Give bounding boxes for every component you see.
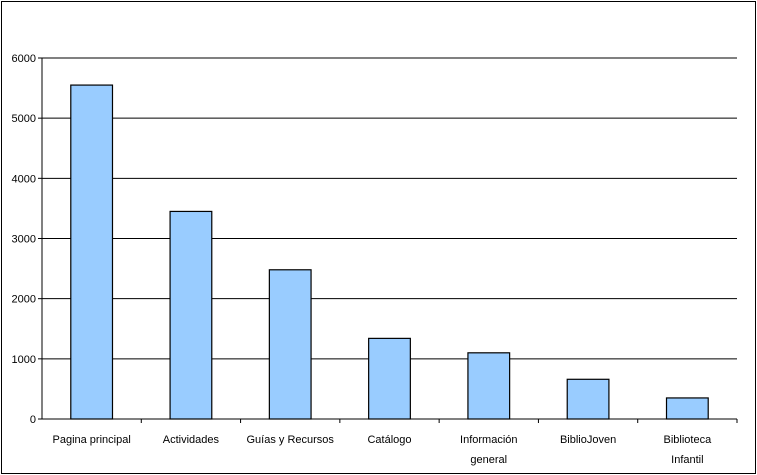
bar: [467, 352, 511, 420]
x-tick-label: BiblioJoven: [560, 434, 616, 446]
x-tick-labels: Pagina principal Actividades Guías y Recur…: [53, 434, 713, 466]
y-tick-label: 6000: [12, 53, 36, 65]
y-tick-label: 0: [30, 414, 36, 426]
x-tick-label: Infantil: [671, 454, 703, 466]
x-tick-label: Actividades: [163, 434, 220, 446]
bars: [70, 84, 709, 420]
y-tick-label: 5000: [12, 113, 36, 125]
y-tick-label: 3000: [12, 234, 36, 246]
y-tick-label: 1000: [12, 354, 36, 366]
bar: [70, 84, 114, 420]
y-tick-label: 2000: [12, 294, 36, 306]
y-tick-labels: 0 1000 2000 3000 4000 5000 6000: [12, 53, 36, 426]
bar: [665, 397, 709, 420]
bar: [368, 337, 411, 420]
bar: [566, 378, 610, 420]
x-tick-label: Catálogo: [367, 434, 411, 446]
x-tick-label: Biblioteca: [664, 434, 713, 446]
bar: [169, 210, 213, 420]
gridlines: [42, 57, 737, 360]
y-tick-label: 4000: [12, 173, 36, 185]
x-tick-label: Pagina principal: [53, 434, 131, 446]
axes: [38, 57, 738, 423]
bar: [268, 269, 312, 420]
x-tick-label: Guías y Recursos: [247, 434, 335, 446]
x-tick-label: Información: [460, 434, 517, 446]
x-tick-label: general: [470, 454, 507, 466]
